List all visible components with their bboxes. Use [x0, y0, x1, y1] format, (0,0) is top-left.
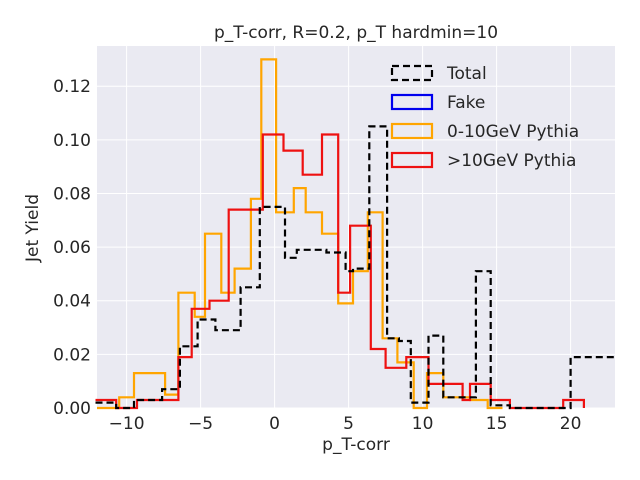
x-tick-label: 0	[269, 414, 280, 434]
y-tick-label: 0.06	[53, 238, 91, 258]
y-axis-ticks: 0.00 0.02 0.04 0.06 0.08 0.10 0.12	[53, 77, 91, 419]
grid-lines	[97, 46, 615, 409]
legend-entry-label: Fake	[447, 93, 485, 113]
y-tick-label: 0.02	[53, 345, 91, 365]
legend-swatch	[390, 64, 434, 82]
y-tick-label: 0.12	[53, 77, 91, 97]
y-tick-label: 0.04	[53, 292, 91, 312]
x-tick-label: 10	[412, 414, 434, 434]
series-line-0-10gev-pythia	[97, 58, 503, 410]
legend-swatch	[390, 122, 434, 140]
plot-area	[97, 46, 615, 408]
series-line--10gev-pythia	[95, 133, 585, 410]
series-line-total	[95, 125, 615, 410]
series-layer	[95, 58, 615, 410]
chart-title: p_T-corr, R=0.2, p_T hardmin=10	[214, 23, 498, 43]
x-axis-label: p_T-corr	[322, 435, 390, 455]
x-tick-label: 20	[560, 414, 582, 434]
legend-entry-label: 0-10GeV Pythia	[447, 122, 579, 142]
legend-swatch	[390, 93, 434, 111]
y-tick-label: 0.00	[53, 399, 91, 419]
x-tick-label: −5	[188, 414, 213, 434]
legend: Total Fake 0-10GeV Pythia >10GeV Pythia	[390, 64, 579, 171]
x-axis-ticks: −10 −5 0 5 10 15 20	[109, 414, 582, 434]
x-tick-label: −10	[109, 414, 145, 434]
y-axis-label: Jet Yield	[23, 194, 43, 263]
y-tick-label: 0.10	[53, 131, 91, 151]
x-tick-label: 15	[486, 414, 508, 434]
y-tick-label: 0.08	[53, 184, 91, 204]
x-tick-label: 5	[343, 414, 354, 434]
legend-entry-label: Total	[446, 64, 487, 84]
legend-swatch	[390, 151, 434, 169]
legend-entry-label: >10GeV Pythia	[447, 151, 576, 171]
